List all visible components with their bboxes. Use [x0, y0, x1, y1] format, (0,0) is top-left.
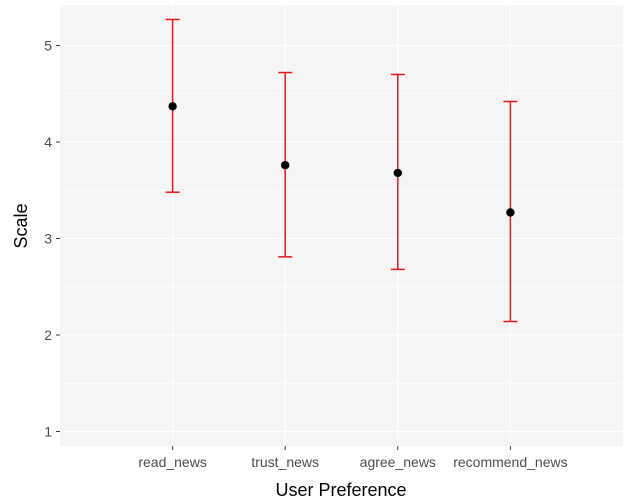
point-recommend_news: [506, 208, 515, 217]
y-tick-label: 4: [44, 134, 52, 150]
point-trust_news: [281, 160, 290, 170]
y-tick-label: 1: [44, 424, 52, 440]
x-tick-label: recommend_news: [453, 454, 567, 470]
y-tick-label: 5: [44, 38, 52, 54]
plot-panel: [60, 5, 623, 446]
y-axis-title: Scale: [11, 203, 31, 248]
x-tick-label: read_news: [138, 454, 207, 470]
data-points: [168, 102, 515, 217]
y-tick-label: 3: [44, 231, 52, 247]
point-read_news: [168, 102, 177, 111]
x-axis-title: User Preference: [275, 480, 406, 500]
minor-gridlines: [60, 93, 623, 384]
y-axis: 1 2 3 4 5: [44, 38, 60, 440]
point-agree_news: [393, 168, 402, 178]
y-tick-label: 2: [44, 327, 52, 343]
x-axis: read_news trust_news agree_news recommend_n…: [138, 446, 568, 470]
x-tick-label: trust_news: [251, 454, 319, 470]
x-tick-label: agree_news: [360, 454, 436, 470]
